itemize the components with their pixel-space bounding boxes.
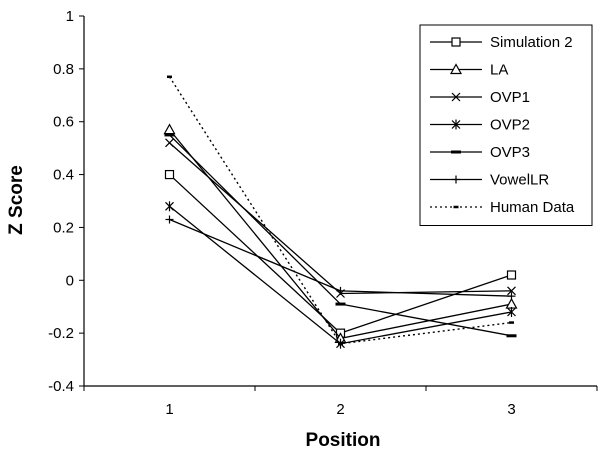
legend-box <box>419 24 593 226</box>
legend-label: VowelLR <box>490 172 549 189</box>
y-tick-label: 0.2 <box>53 219 74 236</box>
data-point <box>163 123 176 135</box>
legend-label: OVP1 <box>490 89 530 106</box>
data-point <box>507 307 516 317</box>
y-tick-label: 0 <box>66 272 74 289</box>
data-point <box>507 292 516 301</box>
x-tick-label: 1 <box>165 401 173 418</box>
x-tick-label: 3 <box>507 401 515 418</box>
legend-item: OVP1 <box>430 89 530 106</box>
y-tick-label: 0.4 <box>53 167 74 184</box>
legend-label: Simulation 2 <box>490 34 573 51</box>
legend-item: Simulation 2 <box>430 34 573 51</box>
data-point <box>164 169 175 180</box>
legend-label: LA <box>490 62 508 79</box>
legend-item: Human Data <box>430 199 575 216</box>
legend-label: OVP2 <box>490 117 530 134</box>
y-tick-label: 0.8 <box>53 61 74 78</box>
legend-label: OVP3 <box>490 144 530 161</box>
plot-area <box>83 16 597 387</box>
x-tick-label: 2 <box>336 401 344 418</box>
y-tick-label: -0.4 <box>48 378 74 395</box>
legend-label: Human Data <box>490 199 575 216</box>
data-point <box>507 286 516 296</box>
series-vowellr <box>165 215 516 301</box>
legend-marker <box>449 63 463 75</box>
series-line <box>169 218 512 297</box>
legend-marker <box>452 175 460 184</box>
y-tick-label: 1 <box>66 8 74 25</box>
series-human-data <box>167 75 514 345</box>
y-axis-ticks: 1 0.8 0.6 0.4 0.2 0 -0.2 -0.4 <box>48 8 84 395</box>
legend-marker <box>451 92 461 102</box>
x-axis-ticks: 1 2 3 <box>83 386 598 418</box>
y-tick-label: 0.6 <box>53 114 74 131</box>
x-axis-title: Position <box>306 430 381 451</box>
legend-marker <box>451 119 461 130</box>
y-tick-label: -0.2 <box>48 325 74 342</box>
series-ovp3 <box>164 133 517 338</box>
data-point <box>506 270 517 280</box>
data-point <box>165 138 174 148</box>
legend-item: OVP2 <box>430 117 530 134</box>
data-point <box>165 215 174 224</box>
data-point <box>165 201 174 212</box>
legend-item: OVP3 <box>430 144 530 161</box>
data-point <box>336 286 345 295</box>
series-line <box>169 205 512 345</box>
legend-item: VowelLR <box>430 172 549 189</box>
data-point <box>505 297 518 309</box>
series-line <box>168 76 512 345</box>
y-axis-title: Z Score <box>6 165 27 235</box>
legend-marker <box>451 37 461 47</box>
legend-item: LA <box>430 62 508 79</box>
series-layer <box>163 75 518 349</box>
legend: Simulation 2 LA OVP1 OVP2 OVP3 VowelLR Human D… <box>419 24 593 226</box>
